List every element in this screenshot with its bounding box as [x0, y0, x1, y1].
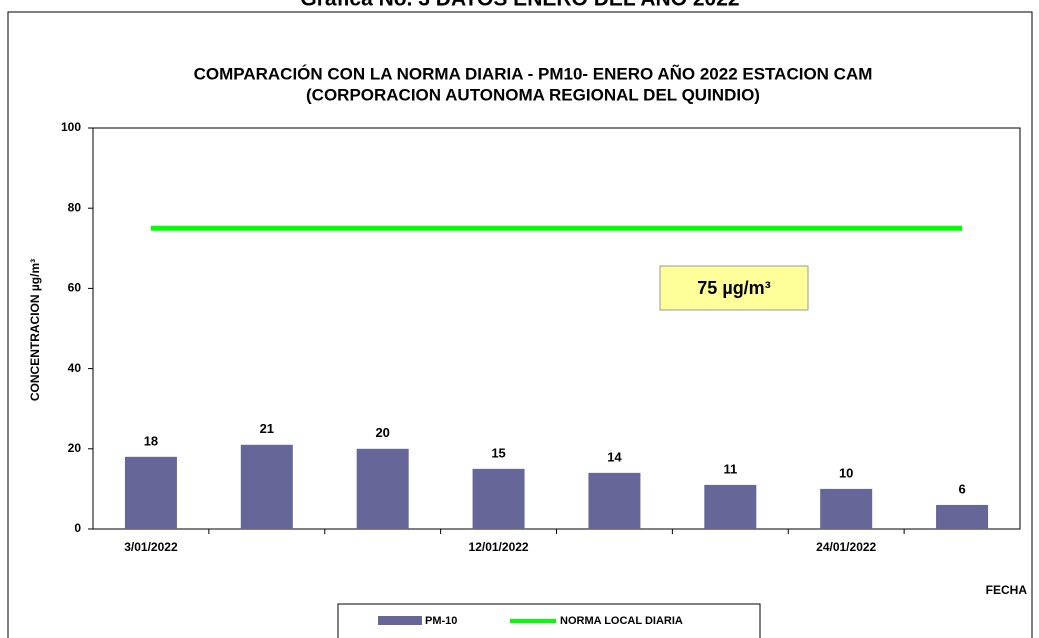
bar: [820, 488, 873, 529]
bar: [936, 504, 989, 529]
page-title: Grafica No. 3 DATOS ENERO DEL AÑO 2022: [300, 0, 739, 11]
bar: [240, 444, 293, 529]
y-tick-label: 20: [68, 441, 82, 455]
bar: [124, 456, 177, 529]
y-axis-label: CONCENTRACION µg/m³: [28, 259, 42, 401]
bar: [588, 472, 641, 529]
legend-label: PM-10: [425, 615, 457, 627]
data-label: 20: [375, 425, 389, 440]
y-tick-label: 100: [61, 120, 81, 134]
data-label: 21: [260, 421, 274, 436]
legend-label: NORMA LOCAL DIARIA: [560, 615, 683, 627]
plot-area: [92, 127, 1021, 530]
data-label: 15: [491, 445, 505, 460]
bar: [356, 448, 409, 529]
legend-swatch: [378, 616, 422, 625]
data-label: 6: [958, 481, 965, 496]
data-label: 10: [839, 465, 853, 480]
data-label: 11: [723, 461, 737, 476]
data-label: 14: [607, 449, 622, 464]
bar: [704, 484, 757, 529]
chart-title: COMPARACIÓN CON LA NORMA DIARIA - PM10- …: [194, 63, 873, 83]
x-axis-label: FECHA: [986, 583, 1028, 597]
y-tick-label: 80: [68, 200, 82, 214]
x-tick-label: 12/01/2022: [469, 540, 529, 554]
y-tick-label: 60: [68, 281, 82, 295]
bar: [472, 468, 525, 529]
annotation-box: [659, 265, 809, 311]
chart-subtitle: (CORPORACION AUTONOMA REGIONAL DEL QUIND…: [306, 85, 760, 104]
x-tick-label: 24/01/2022: [816, 540, 876, 554]
x-tick-label: 3/01/2022: [124, 540, 178, 554]
data-label: 18: [144, 433, 158, 448]
y-tick-label: 40: [68, 361, 82, 375]
annotation: 75 µg/m³: [697, 278, 770, 298]
y-tick-label: 0: [74, 521, 81, 535]
